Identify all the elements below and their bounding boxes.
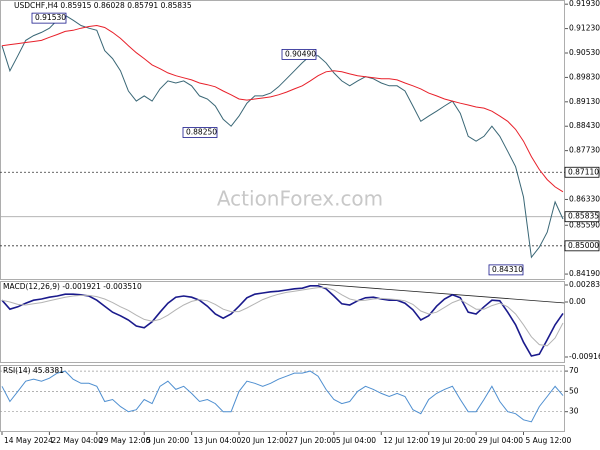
- x-tick-label: 27 Jun 20:00: [288, 436, 336, 445]
- x-tick-label: 19 Jul 20:00: [431, 436, 476, 445]
- watermark: ActionForex.com: [217, 187, 383, 211]
- x-tick-label: 5 Jun 20:00: [146, 436, 189, 445]
- panel-frame: [0, 0, 565, 280]
- y-tick-label: 0.88430: [569, 121, 600, 130]
- y-tick-label: 0.002835: [569, 280, 600, 289]
- y-tick-label: 0.85590: [569, 220, 600, 229]
- x-tick-label: 14 May 2024: [4, 436, 53, 445]
- y-tick-label: 0.00: [569, 297, 586, 306]
- x-tick-label: 29 Jul 04:00: [478, 436, 523, 445]
- level-label-box: [564, 240, 600, 252]
- annotation-label: 0.84310: [492, 265, 523, 274]
- y-tick-label: 0.91930: [569, 0, 600, 8]
- y-tick-label: 0.87730: [569, 146, 600, 155]
- y-tick-label: 0.86330: [569, 194, 600, 203]
- y-tick-label: 0.90530: [569, 48, 600, 57]
- y-tick-label: -0.009161: [569, 352, 600, 361]
- series-line: [1, 287, 564, 347]
- panel-title: USDCHF,H4 0.85915 0.86028 0.85791 0.8583…: [14, 1, 192, 10]
- x-tick-label: 5 Aug 12:00: [525, 436, 571, 445]
- level-label: 0.87110: [568, 167, 599, 176]
- y-tick-label: 0.89130: [569, 97, 600, 106]
- y-tick-label: 50: [569, 386, 579, 395]
- trendline: [317, 283, 566, 304]
- annotation-box: [182, 127, 218, 138]
- panel-title: MACD(12,26,9) -0.001921 -0.003510: [3, 282, 142, 291]
- level-label: 0.85000: [568, 241, 599, 250]
- y-tick-label: 30: [569, 407, 579, 416]
- panel-frame: [0, 281, 565, 363]
- panel-title: RSI(14) 45.8381: [3, 366, 64, 375]
- y-tick-label: 0.91230: [569, 24, 600, 33]
- x-tick-label: 5 Jul 04:00: [336, 436, 376, 445]
- annotation-box: [488, 264, 524, 276]
- x-tick-label: 13 Jun 04:00: [194, 436, 242, 445]
- annotation-label: 0.90490: [285, 49, 316, 58]
- y-tick-label: 0.89830: [569, 72, 600, 81]
- level-label: 0.85835: [568, 212, 599, 221]
- level-label-box: [564, 211, 600, 223]
- annotation-label: 0.91530: [35, 13, 66, 22]
- x-tick-label: 20 Jun 12:00: [241, 436, 289, 445]
- series-line: [1, 370, 564, 423]
- annotation-box: [31, 12, 67, 24]
- y-tick-label: 70: [569, 366, 579, 375]
- annotation-box: [281, 48, 317, 60]
- y-tick-label: 0.84190: [569, 269, 600, 278]
- annotation-label: 0.88250: [186, 128, 217, 137]
- x-tick-label: 12 Jul 12:00: [383, 436, 428, 445]
- series-line: [1, 14, 564, 259]
- series-line: [1, 285, 564, 357]
- x-tick-label: 29 May 12:00: [99, 436, 151, 445]
- panel-frame: [0, 365, 565, 432]
- series-line: [1, 24, 564, 193]
- x-tick-label: 22 May 04:00: [51, 436, 103, 445]
- level-label-box: [564, 166, 600, 178]
